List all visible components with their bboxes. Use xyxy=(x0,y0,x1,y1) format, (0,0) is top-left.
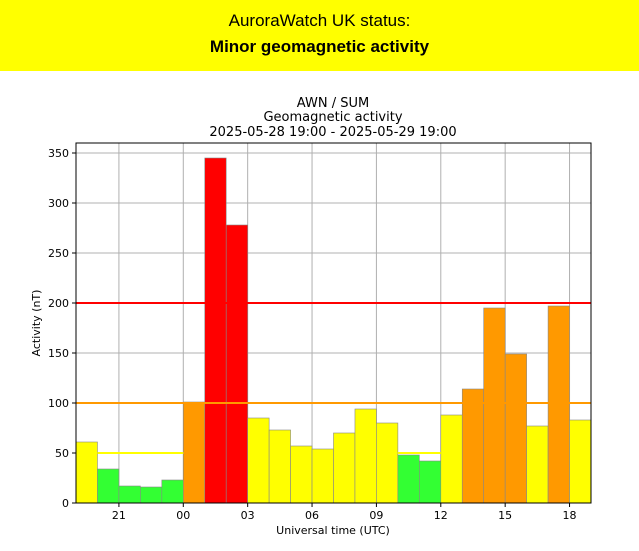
activity-bar xyxy=(161,479,184,504)
activity-bar xyxy=(376,422,399,504)
activity-bar xyxy=(569,419,592,504)
x-tick-label: 15 xyxy=(498,509,512,522)
activity-bar xyxy=(397,454,420,504)
x-tick-label: 12 xyxy=(434,509,448,522)
y-tick-label: 200 xyxy=(48,297,69,310)
activity-bar xyxy=(419,460,442,504)
x-tick-label: 00 xyxy=(176,509,190,522)
x-tick-label: 06 xyxy=(305,509,319,522)
y-tick-label: 0 xyxy=(62,497,69,510)
activity-bar xyxy=(290,445,313,504)
activity-bar xyxy=(182,401,206,504)
y-tick-label: 50 xyxy=(55,447,69,460)
x-axis-label: Universal time (UTC) xyxy=(276,524,390,537)
y-axis-label: Activity (nT) xyxy=(30,290,43,357)
activity-bar xyxy=(311,448,334,504)
activity-bar xyxy=(140,486,163,504)
chart-subtitle: Geomagnetic activity xyxy=(263,110,402,125)
status-banner: AuroraWatch UK status: Minor geomagnetic… xyxy=(0,0,639,71)
activity-bar xyxy=(547,305,570,504)
activity-bar xyxy=(504,353,527,504)
x-tick-label: 03 xyxy=(241,509,255,522)
activity-bar xyxy=(354,408,377,504)
status-level: Minor geomagnetic activity xyxy=(209,37,430,56)
x-tick-label: 09 xyxy=(369,509,383,522)
activity-bar xyxy=(526,425,549,504)
y-tick-label: 150 xyxy=(48,347,69,360)
threshold-lines xyxy=(76,302,591,454)
chart-date-range: 2025-05-28 19:00 - 2025-05-29 19:00 xyxy=(209,125,456,140)
bars xyxy=(75,157,592,504)
axis-ticks: 21 00 03 06 09 12 15 18 0 50 100 150 200 250 300 350 xyxy=(48,147,577,522)
activity-bar xyxy=(461,388,485,504)
activity-bar xyxy=(204,157,227,504)
y-tick-label: 100 xyxy=(48,397,69,410)
activity-bar xyxy=(247,417,270,504)
y-tick-label: 350 xyxy=(48,147,69,160)
activity-bar xyxy=(97,468,120,504)
x-tick-label: 18 xyxy=(563,509,577,522)
activity-bar xyxy=(118,485,141,504)
y-tick-label: 300 xyxy=(48,197,69,210)
chart-title: AWN / SUM xyxy=(297,96,369,111)
activity-bar xyxy=(225,224,248,504)
activity-bar xyxy=(75,441,98,504)
x-tick-label: 21 xyxy=(112,509,126,522)
status-heading: AuroraWatch UK status: xyxy=(228,11,411,30)
y-tick-label: 250 xyxy=(48,247,69,260)
activity-bar xyxy=(268,429,291,504)
activity-bar xyxy=(483,307,506,504)
plot-frame xyxy=(75,142,592,504)
activity-chart: AWN / SUM Geomagnetic activity 2025-05-2… xyxy=(30,96,592,537)
activity-bar xyxy=(333,432,356,504)
activity-bar xyxy=(440,414,463,504)
